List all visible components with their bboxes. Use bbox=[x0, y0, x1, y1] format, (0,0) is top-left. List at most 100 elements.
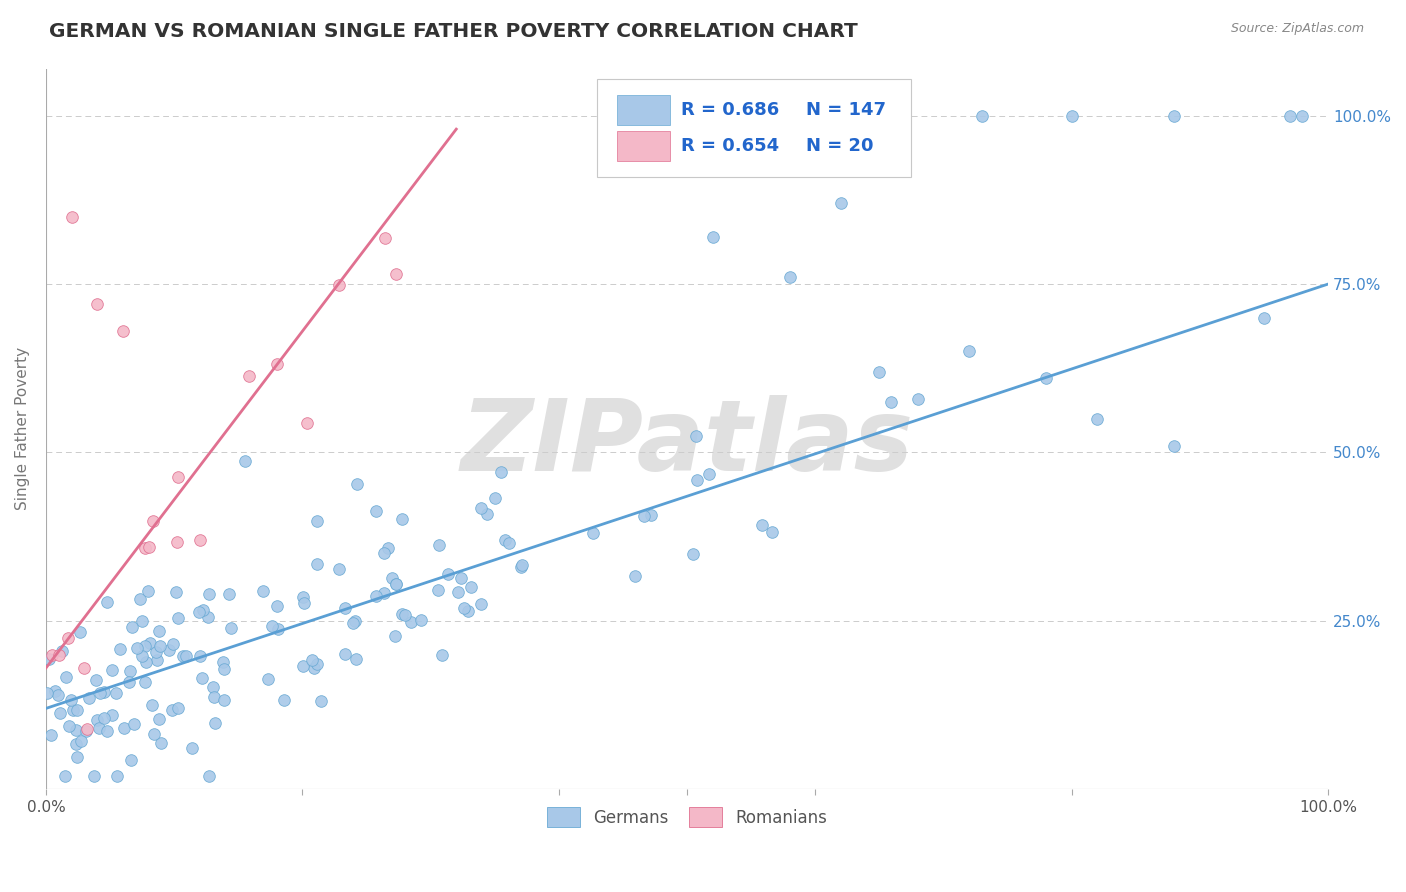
Point bbox=[138, 636, 160, 650]
Point bbox=[105, 686, 128, 700]
Point bbox=[305, 557, 328, 571]
Point bbox=[108, 642, 131, 657]
Point bbox=[148, 624, 170, 638]
Point bbox=[391, 512, 413, 526]
Point bbox=[512, 558, 534, 573]
Point bbox=[86, 297, 108, 311]
Point bbox=[96, 723, 118, 738]
Point bbox=[489, 466, 512, 480]
Point bbox=[409, 613, 432, 627]
Point bbox=[84, 673, 107, 687]
Point bbox=[53, 769, 76, 783]
Point bbox=[344, 652, 367, 666]
Point bbox=[111, 324, 134, 338]
Point bbox=[120, 753, 142, 767]
Point bbox=[121, 620, 143, 634]
Point bbox=[291, 659, 314, 673]
Point bbox=[761, 525, 783, 540]
Point bbox=[118, 675, 141, 690]
Point bbox=[364, 504, 387, 518]
Point bbox=[146, 653, 169, 667]
Point bbox=[391, 607, 413, 621]
Point bbox=[70, 734, 93, 748]
Point bbox=[83, 769, 105, 783]
Point bbox=[779, 270, 801, 285]
Point bbox=[165, 585, 187, 599]
Point bbox=[204, 716, 226, 731]
FancyBboxPatch shape bbox=[617, 95, 671, 126]
Point bbox=[166, 535, 188, 549]
Point bbox=[830, 196, 852, 211]
Point bbox=[262, 619, 284, 633]
Point bbox=[460, 580, 482, 594]
Point bbox=[1253, 310, 1275, 325]
Point bbox=[145, 645, 167, 659]
Point bbox=[58, 718, 80, 732]
Point bbox=[957, 344, 980, 359]
Point bbox=[105, 769, 128, 783]
Point bbox=[475, 507, 498, 521]
Text: N = 147: N = 147 bbox=[806, 102, 886, 120]
Text: R = 0.654: R = 0.654 bbox=[681, 137, 779, 155]
Point bbox=[69, 625, 91, 640]
Point bbox=[167, 701, 190, 715]
Point bbox=[384, 577, 406, 591]
Text: R = 0.686: R = 0.686 bbox=[681, 102, 779, 120]
Point bbox=[633, 509, 655, 524]
Point bbox=[457, 604, 479, 618]
Point bbox=[181, 740, 204, 755]
Point bbox=[1085, 411, 1108, 425]
Point bbox=[366, 589, 388, 603]
Text: GERMAN VS ROMANIAN SINGLE FATHER POVERTY CORRELATION CHART: GERMAN VS ROMANIAN SINGLE FATHER POVERTY… bbox=[49, 22, 858, 41]
Point bbox=[1163, 109, 1185, 123]
Point bbox=[305, 657, 328, 671]
Point bbox=[48, 648, 70, 662]
Point bbox=[257, 672, 280, 686]
Point bbox=[197, 610, 219, 624]
Point bbox=[470, 597, 492, 611]
Point bbox=[1060, 109, 1083, 123]
Point bbox=[346, 477, 368, 491]
Point bbox=[101, 707, 124, 722]
Point bbox=[202, 690, 225, 705]
Point bbox=[112, 721, 135, 735]
Point bbox=[35, 686, 58, 700]
Point bbox=[427, 582, 450, 597]
Point bbox=[304, 661, 326, 675]
Point bbox=[447, 585, 470, 599]
Point bbox=[157, 643, 180, 657]
Text: N = 20: N = 20 bbox=[806, 137, 873, 155]
Point bbox=[624, 569, 647, 583]
Point bbox=[970, 109, 993, 123]
Point bbox=[136, 584, 159, 599]
Point bbox=[122, 717, 145, 731]
Point bbox=[328, 562, 350, 576]
Point bbox=[65, 723, 87, 738]
Point bbox=[66, 750, 89, 764]
Text: ZIPatlas: ZIPatlas bbox=[461, 395, 914, 491]
Point bbox=[295, 416, 318, 430]
Point bbox=[374, 230, 396, 244]
Point bbox=[328, 278, 350, 293]
Point bbox=[49, 706, 72, 720]
Point bbox=[273, 693, 295, 707]
Point bbox=[212, 662, 235, 676]
Point bbox=[131, 649, 153, 664]
Point bbox=[76, 723, 98, 737]
Point bbox=[430, 648, 453, 662]
Point bbox=[188, 533, 211, 547]
Point bbox=[118, 665, 141, 679]
Point bbox=[291, 591, 314, 605]
Point bbox=[38, 652, 60, 666]
Point bbox=[66, 702, 89, 716]
Point bbox=[101, 663, 124, 677]
Point bbox=[817, 109, 839, 123]
Point bbox=[907, 392, 929, 406]
Point bbox=[437, 566, 460, 581]
Point bbox=[385, 267, 408, 281]
Point bbox=[141, 698, 163, 712]
Point bbox=[93, 711, 115, 725]
Point bbox=[131, 614, 153, 628]
Point bbox=[198, 769, 221, 783]
Point bbox=[640, 508, 662, 523]
